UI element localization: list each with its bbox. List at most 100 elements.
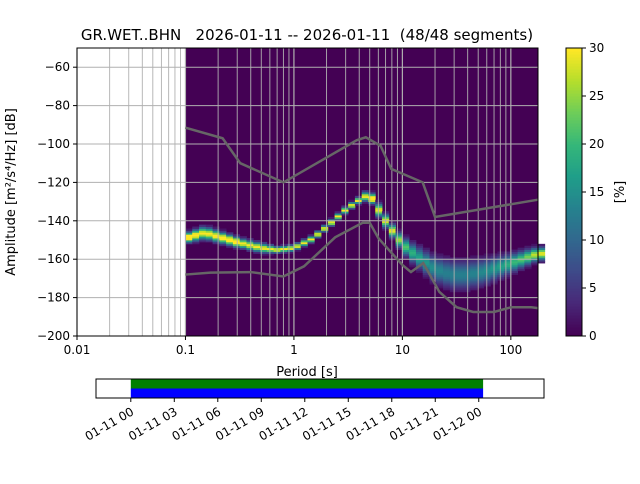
- heatmap-cell: [354, 201, 363, 204]
- heatmap-cell: [470, 264, 478, 268]
- heatmap-cell: [429, 253, 437, 256]
- colorbar-segment: [566, 90, 582, 94]
- heatmap-cell: [456, 276, 464, 279]
- heatmap-cell: [456, 278, 464, 281]
- colorbar-segment: [566, 321, 582, 325]
- heatmap-cell: [375, 211, 383, 214]
- heatmap-cell: [476, 278, 485, 281]
- colorbar-segment: [566, 165, 582, 169]
- y-tick-label: −80: [45, 99, 70, 113]
- heatmap-cell: [368, 201, 376, 204]
- heatmap-cell: [348, 203, 356, 206]
- heatmap-cell: [287, 251, 295, 254]
- heatmap-cell: [483, 278, 491, 281]
- colorbar-segment: [566, 255, 582, 259]
- heatmap-cell: [260, 241, 268, 245]
- y-tick-label: −100: [37, 137, 70, 151]
- timeline-tick-label: 01-11 06: [170, 404, 224, 443]
- heatmap-cell: [402, 247, 410, 250]
- heatmap-cell: [531, 257, 539, 260]
- heatmap-cell: [436, 286, 444, 289]
- colorbar-segment: [566, 258, 582, 262]
- heatmap-cell: [246, 245, 254, 249]
- heatmap-cell: [456, 284, 464, 287]
- heatmap-cell: [375, 213, 383, 216]
- heatmap-cell: [524, 261, 532, 264]
- heatmap-cell: [463, 278, 471, 281]
- heatmap-cell: [205, 232, 213, 235]
- colorbar-segment: [566, 174, 582, 178]
- heatmap-cell: [402, 255, 410, 258]
- heatmap-cell: [504, 251, 512, 254]
- heatmap-cell: [199, 238, 207, 241]
- heatmap-cell: [185, 228, 193, 231]
- heatmap-cell: [239, 247, 247, 250]
- colorbar-segment: [566, 186, 582, 190]
- heatmap-cell: [361, 193, 369, 197]
- heatmap-cell: [497, 268, 505, 272]
- heatmap-cell: [199, 228, 207, 231]
- heatmap-cell: [483, 276, 491, 279]
- heatmap-cell: [327, 216, 335, 220]
- colorbar-segment: [566, 306, 582, 310]
- heatmap-cell: [199, 224, 207, 227]
- heatmap-cell: [517, 266, 525, 270]
- heatmap-cell: [409, 264, 417, 268]
- y-tick-label: −120: [37, 175, 70, 189]
- heatmap-cell: [192, 228, 200, 231]
- heatmap-cell: [219, 230, 227, 233]
- heatmap-cell: [192, 232, 200, 235]
- heatmap-cell: [483, 257, 491, 260]
- colorbar-segment: [566, 159, 582, 163]
- heatmap-cell: [470, 272, 478, 275]
- heatmap-cell: [504, 266, 512, 270]
- colorbar-segment: [566, 192, 582, 196]
- colorbar-segment: [566, 126, 582, 130]
- colorbar-segment: [566, 162, 582, 166]
- heatmap-cell: [510, 257, 519, 260]
- y-tick-label: −60: [45, 60, 70, 74]
- heatmap-cell: [232, 238, 241, 241]
- heatmap-cell: [219, 243, 227, 247]
- heatmap-cell: [361, 192, 369, 195]
- heatmap-cell: [497, 257, 505, 260]
- heatmap-cell: [185, 236, 193, 239]
- heatmap-cell: [504, 253, 512, 256]
- colorbar-segment: [566, 81, 582, 85]
- heatmap-cell: [497, 278, 505, 281]
- heatmap-cell: [199, 240, 207, 243]
- heatmap-cell: [443, 257, 451, 260]
- heatmap-cell: [531, 249, 539, 252]
- heatmap-cell: [449, 270, 458, 274]
- heatmap-cell: [476, 264, 485, 268]
- heatmap-cell: [321, 224, 329, 227]
- heatmap-cell: [232, 236, 241, 239]
- heatmap-cell: [205, 234, 213, 237]
- x-tick-label: 10: [395, 343, 410, 357]
- heatmap-cell: [429, 259, 437, 262]
- colorbar-segment: [566, 282, 582, 286]
- heatmap-cell: [422, 274, 430, 277]
- heatmap-cell: [476, 276, 485, 279]
- heatmap-cell: [483, 282, 491, 285]
- colorbar-segment: [566, 138, 582, 142]
- heatmap-cell: [409, 241, 417, 245]
- heatmap-cell: [253, 240, 261, 243]
- heatmap-cell: [456, 282, 464, 285]
- heatmap-cell: [422, 247, 430, 250]
- heatmap-cell: [504, 255, 512, 258]
- heatmap-cell: [226, 240, 234, 243]
- heatmap-cell: [537, 257, 546, 260]
- heatmap-cell: [436, 259, 444, 262]
- heatmap-cell: [368, 197, 376, 201]
- heatmap-cell: [524, 263, 532, 266]
- heatmap-cell: [375, 209, 383, 212]
- heatmap-cell: [293, 247, 302, 250]
- heatmap-cell: [300, 243, 308, 247]
- heatmap-cell: [504, 264, 512, 268]
- colorbar-segment: [566, 69, 582, 73]
- x-tick-label: 100: [499, 343, 522, 357]
- heatmap-cell: [483, 280, 491, 283]
- plot-frame: [76, 47, 539, 337]
